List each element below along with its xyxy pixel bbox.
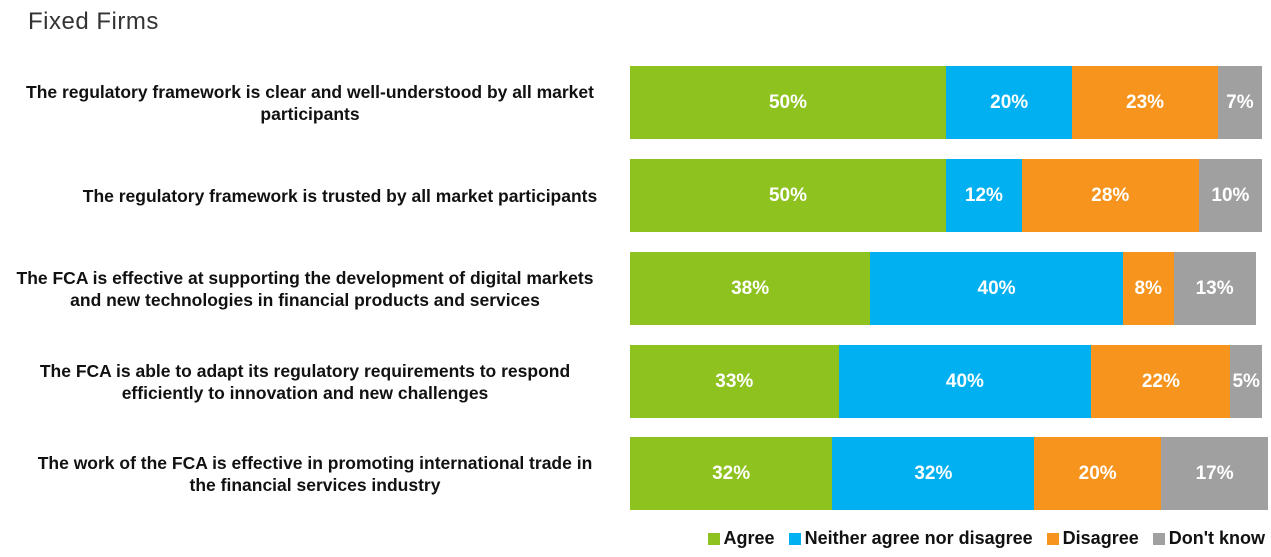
data-label: 33% [715, 370, 754, 392]
data-label: 38% [731, 277, 770, 299]
legend-swatch [1152, 532, 1165, 545]
legend-swatch [1046, 532, 1059, 545]
data-label: 32% [712, 462, 751, 484]
data-label: 8% [1134, 277, 1162, 299]
bar-segment: 10% [1198, 159, 1262, 232]
bar-segment: 32% [832, 437, 1035, 510]
legend-item: Don't know [1152, 528, 1265, 549]
bar-segment: 50% [630, 66, 946, 139]
legend-label: Disagree [1062, 528, 1139, 548]
legend-label: Agree [723, 528, 775, 548]
data-label: 10% [1211, 184, 1250, 206]
data-label: 50% [768, 184, 808, 206]
legend-swatch [707, 532, 720, 545]
legend-label: Neither agree nor disagree [804, 528, 1033, 548]
bar-segment: 50% [630, 159, 946, 232]
bar-segment: 8% [1122, 252, 1174, 325]
bar-segment: 40% [838, 345, 1092, 418]
data-label: 5% [1232, 370, 1260, 392]
data-label: 12% [964, 184, 1003, 206]
legend-item: Agree [707, 528, 775, 549]
bar-segment: 28% [1021, 159, 1199, 232]
category-label: The regulatory framework is trusted by a… [82, 185, 598, 206]
bar-segment: 5% [1230, 345, 1262, 418]
bar-segment: 22% [1091, 345, 1231, 418]
data-label: 23% [1126, 91, 1165, 113]
data-label: 40% [945, 370, 984, 392]
bar-segment: 38% [630, 252, 871, 325]
bar-segment: 23% [1072, 66, 1218, 139]
category-label: The regulatory framework is clear and we… [26, 81, 594, 124]
chart-title: Fixed Firms [28, 8, 159, 35]
bar-segment: 12% [946, 159, 1022, 232]
data-label: 17% [1195, 462, 1234, 484]
bar-segment: 20% [1034, 437, 1161, 510]
bar-segment: 40% [870, 252, 1123, 325]
bar-segment: 17% [1160, 437, 1269, 510]
data-label: 32% [914, 462, 953, 484]
bar-segment: 7% [1217, 66, 1262, 139]
category-label: The work of the FCA is effective in prom… [37, 452, 593, 495]
data-label: 22% [1141, 370, 1180, 392]
data-label: 20% [1078, 462, 1117, 484]
bar-segment: 13% [1173, 252, 1256, 325]
category-label: The FCA is effective at supporting the d… [16, 267, 594, 310]
bar-segment: 33% [630, 345, 839, 418]
legend: Agree Neither agree nor disagree Disagree D… [707, 528, 1265, 549]
legend-item: Neither agree nor disagree [788, 528, 1033, 549]
data-label: 28% [1091, 184, 1130, 206]
data-label: 13% [1195, 277, 1234, 299]
bar-segment: 32% [630, 437, 833, 510]
legend-swatch [788, 532, 801, 545]
data-label: 7% [1226, 91, 1254, 113]
data-label: 50% [768, 91, 808, 113]
legend-item: Disagree [1046, 528, 1139, 549]
bar-segment: 20% [946, 66, 1073, 139]
data-label: 40% [977, 277, 1016, 299]
data-label: 20% [990, 91, 1029, 113]
legend-label: Don't know [1168, 528, 1265, 548]
category-label: The FCA is able to adapt its regulatory … [39, 360, 571, 403]
